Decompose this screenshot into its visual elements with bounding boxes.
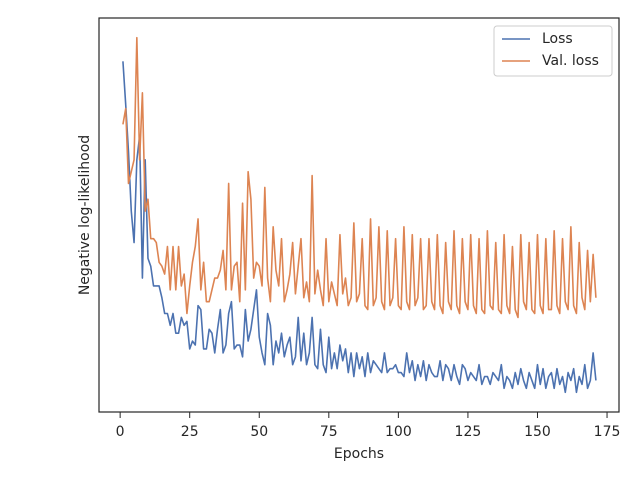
x-tick-label: 25: [181, 424, 199, 440]
line-series: [122, 36, 597, 319]
x-tick-label: 50: [250, 424, 268, 440]
x-axis-label: Epochs: [334, 446, 384, 462]
x-tick-label: 150: [524, 424, 551, 440]
legend-label: Loss: [542, 31, 573, 47]
line-series: [122, 61, 597, 394]
x-tick-label: 125: [455, 424, 482, 440]
x-tick-label: 175: [594, 424, 621, 440]
x-tick-label: 100: [385, 424, 412, 440]
x-tick-label: 75: [320, 424, 338, 440]
y-axis-label: Negative log-likelihood: [77, 135, 93, 295]
legend-label: Val. loss: [542, 53, 599, 69]
plot-frame: [98, 17, 620, 413]
x-tick-label: 0: [116, 424, 125, 440]
